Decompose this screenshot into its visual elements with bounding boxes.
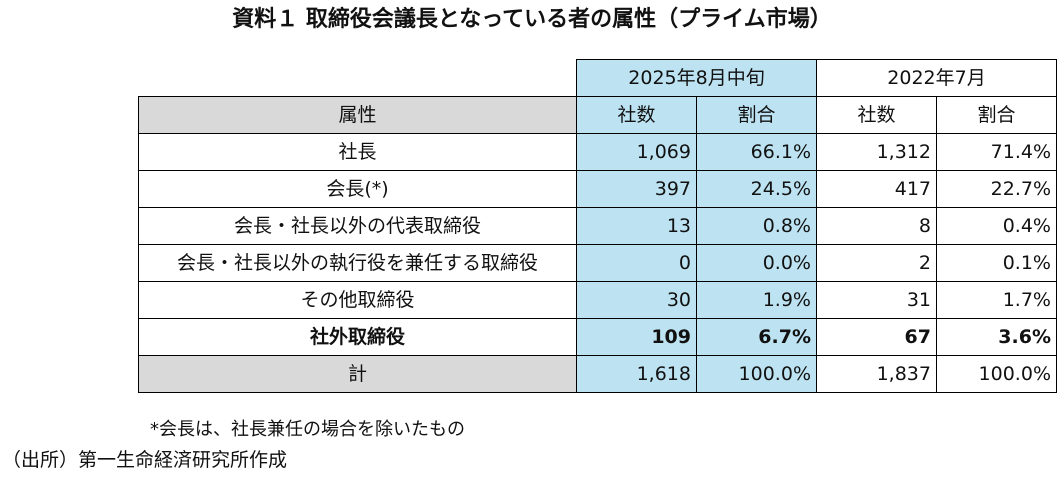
count-header-2022: 社数 xyxy=(816,96,937,134)
ratio-2025: 1.9% xyxy=(696,281,817,319)
row-label: 社長 xyxy=(138,133,577,171)
table-row: その他取締役 30 1.9% 31 1.7% xyxy=(138,281,1057,319)
attribute-table: 2025年8月中旬 2022年7月 属性 社数 割合 社数 割合 社長 1,06… xyxy=(138,59,1057,393)
row-label: 会長・社長以外の代表取締役 xyxy=(138,207,577,245)
period-header-2025: 2025年8月中旬 xyxy=(576,59,817,97)
total-row: 計 1,618 100.0% 1,837 100.0% xyxy=(138,355,1057,393)
ratio-2022: 1.7% xyxy=(936,281,1057,319)
count-2022: 2 xyxy=(816,244,937,282)
ratio-2022: 71.4% xyxy=(936,133,1057,171)
count-2022: 1,312 xyxy=(816,133,937,171)
total-count-2022: 1,837 xyxy=(816,355,937,393)
count-2022: 31 xyxy=(816,281,937,319)
ratio-header-2022: 割合 xyxy=(936,96,1057,134)
period-header-2022: 2022年7月 xyxy=(816,59,1057,97)
ratio-2025: 6.7% xyxy=(696,318,817,356)
total-label: 計 xyxy=(138,355,577,393)
ratio-header-2025: 割合 xyxy=(696,96,817,134)
row-label: 社外取締役 xyxy=(138,318,577,356)
row-label: その他取締役 xyxy=(138,281,577,319)
count-2022: 8 xyxy=(816,207,937,245)
period-header-row: 2025年8月中旬 2022年7月 xyxy=(138,59,1057,97)
ratio-2025: 24.5% xyxy=(696,170,817,208)
ratio-2022: 3.6% xyxy=(936,318,1057,356)
ratio-2025: 0.0% xyxy=(696,244,817,282)
column-header-row: 属性 社数 割合 社数 割合 xyxy=(138,96,1057,134)
count-2025: 0 xyxy=(576,244,697,282)
count-2025: 397 xyxy=(576,170,697,208)
table-row: 社長 1,069 66.1% 1,312 71.4% xyxy=(138,133,1057,171)
row-label: 会長(*) xyxy=(138,170,577,208)
ratio-2022: 0.1% xyxy=(936,244,1057,282)
count-header-2025: 社数 xyxy=(576,96,697,134)
ratio-2025: 66.1% xyxy=(696,133,817,171)
ratio-2022: 0.4% xyxy=(936,207,1057,245)
count-2025: 109 xyxy=(576,318,697,356)
ratio-2025: 0.8% xyxy=(696,207,817,245)
total-count-2025: 1,618 xyxy=(576,355,697,393)
total-ratio-2025: 100.0% xyxy=(696,355,817,393)
ratio-2022: 22.7% xyxy=(936,170,1057,208)
footnote: *会長は、社長兼任の場合を除いたもの xyxy=(150,419,465,440)
table-row: 会長・社長以外の執行役を兼任する取締役 0 0.0% 2 0.1% xyxy=(138,244,1057,282)
attribute-header: 属性 xyxy=(138,96,577,134)
table-row-highlighted: 社外取締役 109 6.7% 67 3.6% xyxy=(138,318,1057,356)
count-2022: 417 xyxy=(816,170,937,208)
count-2025: 13 xyxy=(576,207,697,245)
table-row: 会長・社長以外の代表取締役 13 0.8% 8 0.4% xyxy=(138,207,1057,245)
count-2025: 30 xyxy=(576,281,697,319)
table-row: 会長(*) 397 24.5% 417 22.7% xyxy=(138,170,1057,208)
count-2022: 67 xyxy=(816,318,937,356)
count-2025: 1,069 xyxy=(576,133,697,171)
row-label: 会長・社長以外の執行役を兼任する取締役 xyxy=(138,244,577,282)
source-note: （出所）第一生命経済研究所作成 xyxy=(2,449,288,471)
total-ratio-2022: 100.0% xyxy=(936,355,1057,393)
page-title: 資料１ 取締役会議長となっている者の属性（プライム市場） xyxy=(232,7,832,32)
blank-corner-cell xyxy=(138,59,577,97)
